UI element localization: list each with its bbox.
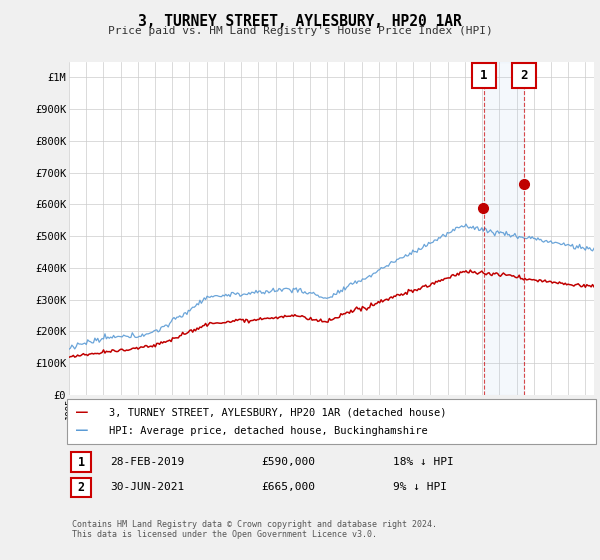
Text: Contains HM Land Registry data © Crown copyright and database right 2024.
This d: Contains HM Land Registry data © Crown c…	[72, 520, 437, 539]
Text: £590,000: £590,000	[261, 457, 315, 467]
Text: —: —	[76, 421, 88, 440]
Text: 1: 1	[480, 69, 487, 82]
Text: —: —	[76, 403, 88, 422]
Text: 2: 2	[520, 69, 527, 82]
Text: 30-JUN-2021: 30-JUN-2021	[110, 482, 184, 492]
Text: £665,000: £665,000	[261, 482, 315, 492]
Text: 28-FEB-2019: 28-FEB-2019	[110, 457, 184, 467]
Text: 1: 1	[77, 455, 85, 469]
Text: 3, TURNEY STREET, AYLESBURY, HP20 1AR: 3, TURNEY STREET, AYLESBURY, HP20 1AR	[138, 14, 462, 29]
Text: 18% ↓ HPI: 18% ↓ HPI	[393, 457, 454, 467]
Text: 3, TURNEY STREET, AYLESBURY, HP20 1AR (detached house): 3, TURNEY STREET, AYLESBURY, HP20 1AR (d…	[109, 407, 446, 417]
Bar	[484, 62, 524, 395]
Text: HPI: Average price, detached house, Buckinghamshire: HPI: Average price, detached house, Buck…	[109, 426, 428, 436]
Text: 2: 2	[77, 480, 85, 494]
Text: Price paid vs. HM Land Registry's House Price Index (HPI): Price paid vs. HM Land Registry's House …	[107, 26, 493, 36]
Text: 9% ↓ HPI: 9% ↓ HPI	[393, 482, 447, 492]
